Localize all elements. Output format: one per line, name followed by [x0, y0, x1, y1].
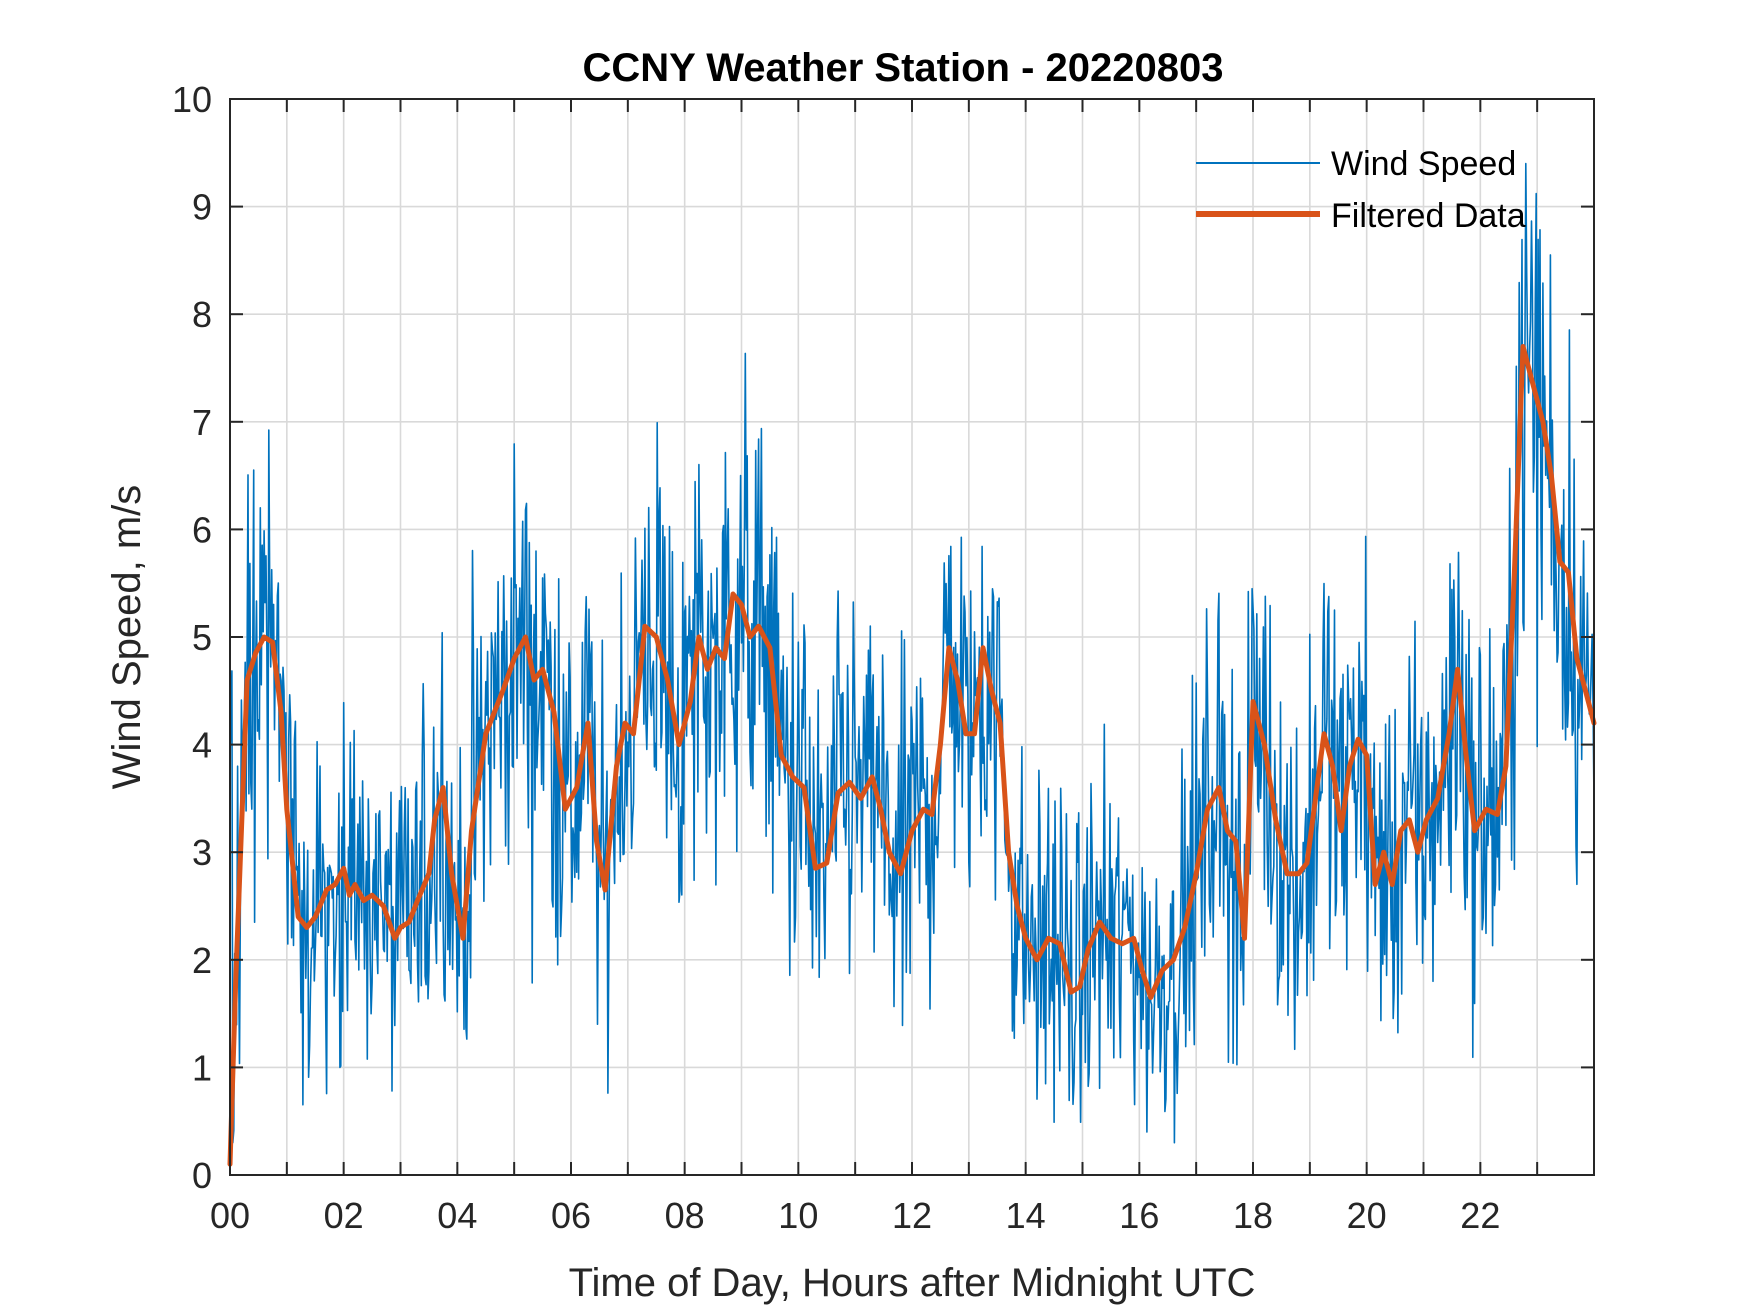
- x-tick-labels: 00 02 04 06 08 10 12 14 16 18 20 22: [210, 1195, 1500, 1236]
- legend: Wind Speed Filtered Data: [1196, 145, 1526, 235]
- x-tick-label: 20: [1347, 1195, 1387, 1236]
- y-tick-label: 3: [192, 832, 212, 873]
- x-tick-label: 06: [551, 1195, 591, 1236]
- wind-speed-line: [229, 162, 1595, 1144]
- y-tick-label: 0: [192, 1155, 212, 1196]
- y-tick-label: 10: [172, 79, 212, 120]
- y-tick-label: 8: [192, 294, 212, 335]
- x-tick-label: 00: [210, 1195, 250, 1236]
- y-tick-label: 6: [192, 509, 212, 550]
- y-tick-label: 4: [192, 725, 212, 766]
- x-tick-label: 02: [324, 1195, 364, 1236]
- y-axis-title: Wind Speed, m/s: [105, 485, 149, 790]
- x-axis-title: Time of Day, Hours after Midnight UTC: [569, 1261, 1256, 1305]
- y-tick-label: 2: [192, 940, 212, 981]
- filtered-data-series: [227, 344, 1597, 1167]
- y-tick-label: 7: [192, 402, 212, 443]
- x-tick-label: 16: [1119, 1195, 1159, 1236]
- legend-filtered-data-label: Filtered Data: [1331, 197, 1526, 235]
- x-tick-label: 10: [778, 1195, 818, 1236]
- x-tick-label: 08: [665, 1195, 705, 1236]
- x-tick-label: 04: [437, 1195, 477, 1236]
- chart-title: CCNY Weather Station - 20220803: [583, 46, 1224, 90]
- y-tick-label: 5: [192, 617, 212, 658]
- x-tick-label: 12: [892, 1195, 932, 1236]
- legend-wind-speed-label: Wind Speed: [1331, 145, 1516, 183]
- y-tick-labels: 0 1 2 3 4 5 6 7 8 9 10: [172, 79, 212, 1196]
- y-tick-label: 1: [192, 1047, 212, 1088]
- x-tick-label: 18: [1233, 1195, 1273, 1236]
- wind-speed-series: [229, 162, 1595, 1144]
- plot-area: [227, 98, 1597, 1176]
- x-tick-label: 14: [1006, 1195, 1046, 1236]
- y-tick-label: 9: [192, 187, 212, 228]
- axis-ticks: [230, 98, 1594, 1176]
- filtered-data-line: [227, 344, 1597, 1167]
- x-tick-label: 22: [1460, 1195, 1500, 1236]
